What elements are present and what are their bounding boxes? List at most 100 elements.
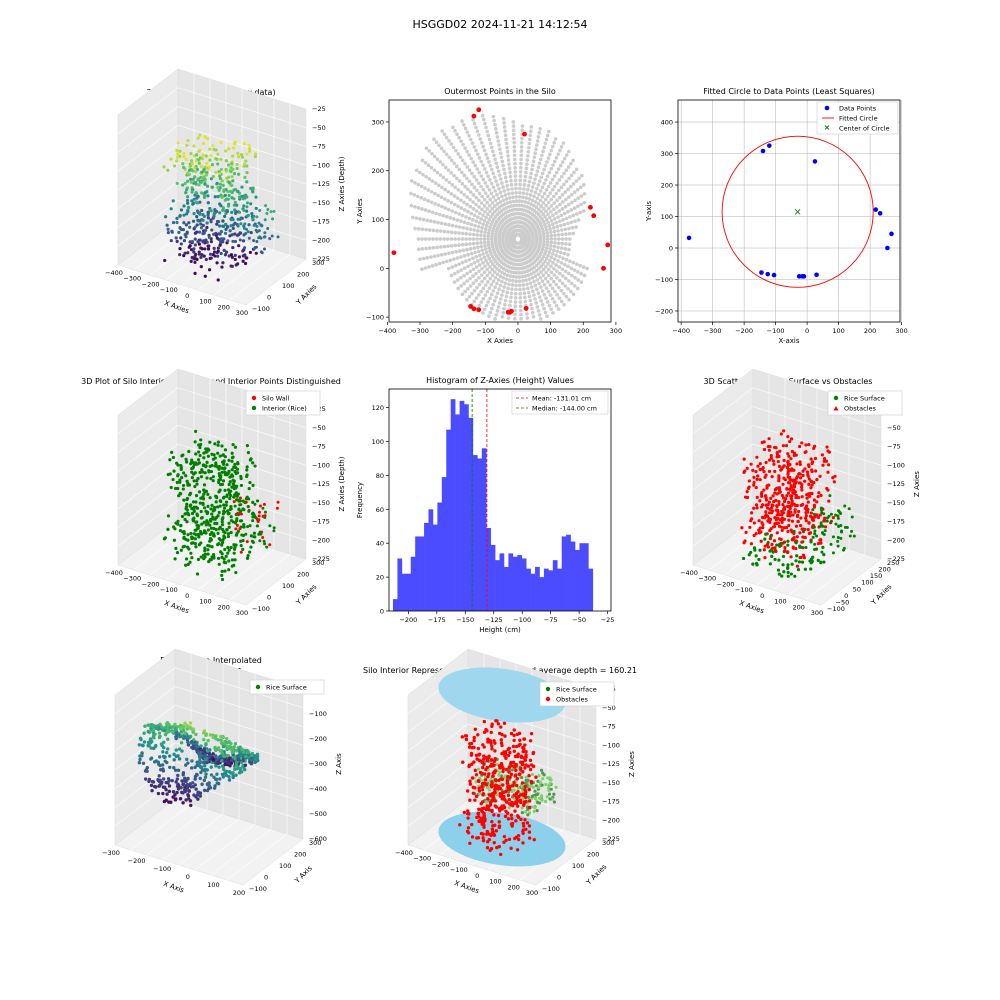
outer-grey-point <box>559 228 564 232</box>
interp-surface-point <box>172 766 176 770</box>
outer-grey-point <box>427 149 431 153</box>
outer-grey-point <box>557 209 562 213</box>
obst3d-grid <box>752 406 882 447</box>
outer-grey-point <box>495 272 500 277</box>
outer-grey-point <box>456 204 460 209</box>
obst3d-point <box>754 561 759 566</box>
interp-grid <box>114 742 176 789</box>
outer-grey-point <box>580 173 584 178</box>
outer-grey-point <box>477 156 482 160</box>
wall3d-point <box>228 496 232 501</box>
wall3d-point <box>194 528 198 532</box>
interp-surface-point <box>193 777 197 781</box>
outer-grey-point <box>467 168 472 173</box>
silo-obstacle-point <box>472 760 476 764</box>
raw3d-point <box>222 248 226 252</box>
outer-grey-point <box>500 194 504 199</box>
outer-grey-point <box>440 204 444 209</box>
interp-surface-point <box>231 775 235 780</box>
interp-xlabel: X Axis <box>162 880 185 895</box>
wall3d-point <box>205 476 209 480</box>
silo-rice-point <box>524 775 528 779</box>
outer-grey-point <box>503 202 507 206</box>
outer-grey-point <box>536 183 541 187</box>
obst3d-xtick-label: −200 <box>717 580 735 588</box>
silo-ytick-label: 300 <box>602 839 614 847</box>
outer-grey-point <box>431 228 436 233</box>
interp-surface-point <box>227 778 232 782</box>
wall3d-point <box>221 453 225 457</box>
raw3d-point <box>194 170 198 174</box>
wall3d-point <box>210 512 214 516</box>
obst3d-point <box>798 460 802 464</box>
raw3d-point <box>242 204 246 208</box>
raw3d-point <box>183 181 187 186</box>
outer-grey-point <box>556 237 561 241</box>
raw3d-grid <box>117 87 179 134</box>
interp-surface-point <box>223 762 227 767</box>
wall3d-point <box>202 520 206 524</box>
outer-grey-point <box>479 217 483 221</box>
interp-surface-point <box>198 761 202 765</box>
outer-grey-point <box>542 282 547 287</box>
raw3d-point <box>181 183 185 187</box>
outer-grey-point <box>504 277 509 281</box>
interp-surface-point <box>198 747 203 751</box>
interp-surface-point <box>204 742 208 747</box>
wall3d-point <box>195 482 199 486</box>
outer-grey-point <box>494 313 499 317</box>
outer-grey-point <box>569 173 574 178</box>
outer-grey-point <box>485 184 490 189</box>
silo-ztick-label: −200 <box>602 816 620 824</box>
raw3d-point <box>175 239 179 244</box>
outer-grey-point <box>482 233 487 238</box>
obst3d-point <box>767 437 771 441</box>
silo-obstacle-point <box>504 767 509 772</box>
raw3d-point <box>164 215 168 219</box>
outer-grey-point <box>569 220 574 225</box>
outer-grey-point <box>539 204 543 208</box>
outer-grey-point <box>552 174 557 178</box>
wall3d-point <box>245 556 250 560</box>
interp-surface-point <box>165 792 169 796</box>
outer-grey-point <box>445 237 450 241</box>
outer-grey-point <box>467 133 471 138</box>
outer-grey-point <box>489 222 493 227</box>
outer-grey-point <box>550 286 555 291</box>
outer-grey-point <box>472 213 477 218</box>
outer-grey-point <box>546 289 551 294</box>
silo-rice-point <box>537 774 541 778</box>
outer-grey-point <box>500 159 505 164</box>
outer-grey-point <box>504 179 509 184</box>
raw3d-point <box>182 221 186 225</box>
interp-surface-point <box>175 784 180 789</box>
outer-grey-point <box>527 294 532 299</box>
obst3d-point <box>778 449 782 453</box>
interp-surface-point <box>240 747 244 751</box>
interp-surface-point <box>239 768 243 773</box>
outer-grey-point <box>570 225 575 230</box>
outer-grey-point <box>429 219 433 223</box>
obst3d-point <box>773 491 777 495</box>
outer-grey-point <box>530 163 535 168</box>
outer-grey-point <box>474 219 479 224</box>
raw3d-point <box>257 229 261 233</box>
interp-surface-point <box>146 723 150 727</box>
outer-grey-point <box>462 220 467 225</box>
raw3d-point <box>213 195 217 199</box>
interp-surface-point <box>232 745 236 749</box>
wall3d-point <box>193 537 198 541</box>
obst3d-point <box>792 529 796 534</box>
obst3d-point <box>742 457 746 461</box>
outer-grey-point <box>548 258 552 263</box>
wall3d-point <box>182 471 186 475</box>
outer-grey-point <box>491 114 496 119</box>
raw3d-point <box>232 172 237 176</box>
outer-xtick-label: −400 <box>378 327 396 335</box>
outer-grey-point <box>433 201 437 206</box>
wall3d-ztick-label: −150 <box>312 499 330 507</box>
wall3d-point <box>236 512 240 516</box>
raw3d-point <box>203 274 207 278</box>
wall3d-grid <box>117 425 179 472</box>
wall3d-point <box>223 455 227 459</box>
